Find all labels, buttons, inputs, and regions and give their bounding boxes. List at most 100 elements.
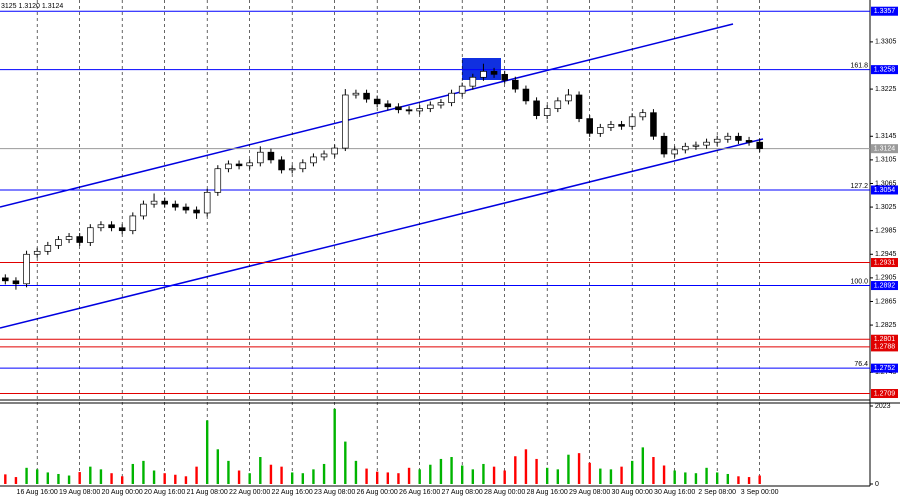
volume-bar <box>216 449 220 484</box>
volume-bar <box>429 464 432 484</box>
level-label-box <box>871 334 898 344</box>
volume-bar <box>439 458 443 484</box>
level-label: 1.3124 <box>874 146 896 153</box>
volume-bar <box>460 465 464 484</box>
candle-body <box>320 153 328 158</box>
volume-bar <box>737 476 740 484</box>
volume-bar <box>322 463 326 484</box>
candle-body <box>543 108 551 116</box>
x-tick-label: 22 Aug 00:00 <box>229 489 270 496</box>
x-tick-label: 2 Sep 08:00 <box>698 489 736 496</box>
candle-body <box>713 138 721 143</box>
candle-body <box>214 168 222 193</box>
candle-body <box>129 215 137 232</box>
volume-bar <box>471 469 475 484</box>
volume-bar <box>205 420 209 484</box>
level-label-box <box>871 342 898 352</box>
candle-body <box>586 118 593 134</box>
candle-body <box>87 227 94 243</box>
candle-body <box>235 163 243 167</box>
candle-body <box>384 103 392 108</box>
volume-bar <box>57 473 60 484</box>
volume-tick-label: 0 <box>875 481 879 488</box>
x-tick-label: 30 Aug 16:00 <box>654 489 695 496</box>
volume-bar <box>652 457 655 484</box>
candle-body <box>150 200 158 205</box>
candle-body <box>44 245 52 252</box>
candle-body <box>427 104 434 109</box>
x-tick-label: 27 Aug 08:00 <box>442 489 483 496</box>
volume-bar <box>25 467 28 484</box>
candle-body <box>469 76 477 87</box>
candle-body <box>140 203 147 217</box>
volume-bar <box>482 463 485 484</box>
volume-bar <box>726 473 730 484</box>
volume-bar <box>641 447 645 484</box>
volume-bar <box>195 466 198 484</box>
candle-body <box>193 209 200 214</box>
candle-body <box>373 98 381 105</box>
volume-bar <box>503 470 506 484</box>
x-tick-label: 23 Aug 08:00 <box>314 489 355 496</box>
volume-bar <box>163 473 166 484</box>
volume-bar <box>514 456 517 484</box>
level-label: 1.2752 <box>874 365 896 372</box>
fib-label: 76.4 <box>854 361 868 368</box>
volume-bar <box>280 466 283 484</box>
x-tick-label: 20 Aug 00:00 <box>102 489 143 496</box>
level-label: 1.3054 <box>874 187 896 194</box>
candle-body <box>405 109 413 112</box>
candle-body <box>97 224 105 229</box>
candle-body <box>490 71 498 75</box>
candle-body <box>437 102 445 106</box>
candle-body <box>671 149 678 155</box>
volume-bar <box>35 469 39 484</box>
x-tick-label: 28 Aug 00:00 <box>484 489 525 496</box>
candle-body <box>458 85 466 94</box>
candle-body <box>12 280 20 285</box>
candle-body <box>108 224 115 229</box>
candle-body <box>682 145 689 151</box>
x-tick-label: 28 Aug 16:00 <box>527 489 568 496</box>
volume-bar <box>312 469 315 484</box>
candle-body <box>660 135 668 155</box>
volume-bar <box>354 460 358 484</box>
candle-body <box>55 239 62 246</box>
y-tick-label: 1.3145 <box>875 133 897 140</box>
level-label-box <box>871 258 898 268</box>
candle-body <box>512 79 519 90</box>
volume-bar <box>269 464 273 484</box>
volume-bar <box>174 474 177 484</box>
level-label: 1.2801 <box>874 336 896 343</box>
volume-bar <box>705 467 708 484</box>
candle-body <box>448 92 455 104</box>
volume-bar <box>333 408 336 484</box>
volume-bar <box>110 473 113 484</box>
fib-label: 161.8 <box>850 62 868 69</box>
x-tick-label: 3 Sep 00:00 <box>741 489 779 496</box>
candle-body <box>756 141 763 150</box>
candle-body <box>565 94 572 102</box>
volume-bar <box>386 472 390 484</box>
volume-bar <box>120 476 124 484</box>
volume-tick-label: 2023 <box>875 403 891 410</box>
level-label: 1.2931 <box>874 259 896 266</box>
volume-bar <box>662 465 666 484</box>
volume-bar <box>450 457 453 484</box>
candle-body <box>23 253 30 285</box>
candle-body <box>310 156 317 164</box>
volume-bar <box>758 475 761 484</box>
volume-bar <box>259 457 262 484</box>
volume-bar <box>747 477 751 484</box>
candle-body <box>33 250 41 255</box>
volume-bar <box>588 462 591 484</box>
candle-body <box>76 236 83 243</box>
candle-body <box>639 112 647 118</box>
volume-bar <box>418 469 421 484</box>
y-tick-label: 1.3305 <box>875 39 897 46</box>
candle-body <box>554 100 562 109</box>
candle-body <box>692 144 700 147</box>
level-label: 1.3258 <box>874 66 896 73</box>
